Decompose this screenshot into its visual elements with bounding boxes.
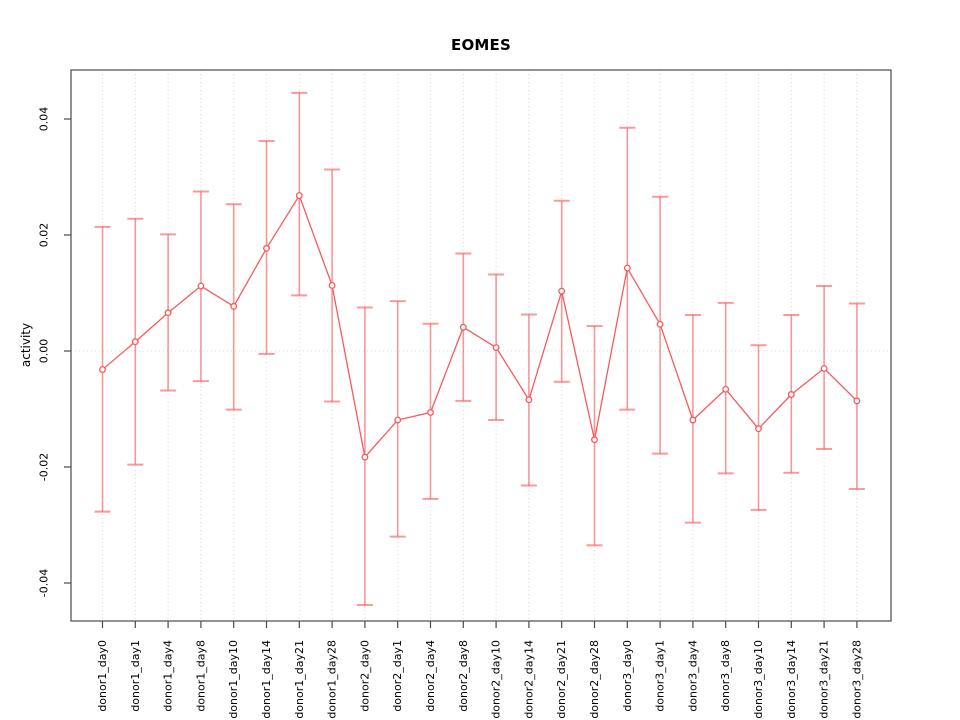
data-point [328,282,336,289]
data-point [689,416,697,424]
x-tick-label: donor1_day28 [326,640,339,719]
x-tick-label: donor1_day21 [293,640,306,719]
data-point [131,338,139,346]
data-point [755,425,762,433]
x-tick-label: donor2_day10 [490,640,503,719]
x-tick-label: donor2_day21 [555,640,568,719]
x-tick-label: donor1_day10 [227,640,240,719]
x-tick-label: donor3_day1 [654,640,667,712]
data-point [787,391,795,398]
x-tick-label: donor2_day0 [358,640,371,712]
x-tick-label: donor2_day8 [457,640,470,712]
data-point [361,453,369,461]
data-point [263,244,270,252]
x-tick-label: donor2_day28 [588,640,601,719]
x-tick-label: donor3_day4 [686,640,699,712]
chart-title: EOMES [451,36,511,54]
data-point [164,309,172,317]
x-tick-label: donor1_day4 [162,640,175,712]
x-tick-label: donor1_day8 [194,640,207,712]
data-point [722,385,730,393]
x-tick-label: donor3_day10 [752,640,765,719]
data-point [230,302,238,310]
data-point [591,436,598,444]
data-point [820,364,828,372]
x-tick-label: donor3_day21 [818,640,831,719]
y-tick-label: 0.00 [38,339,51,364]
x-tick-label: donor2_day4 [424,640,437,712]
data-point [853,397,861,405]
x-tick-label: donor3_day14 [785,640,798,719]
series-line [102,194,858,458]
y-tick-label: 0.04 [38,107,51,132]
y-tick-label: -0.04 [38,569,51,597]
data-point [427,409,434,416]
data-point [656,320,664,328]
x-tick-label: donor3_day0 [621,640,634,712]
x-tick-label: donor3_day28 [850,640,863,719]
data-point [492,344,500,351]
data-point [525,396,533,404]
x-tick-label: donor2_day14 [522,640,535,719]
y-tick-label: -0.02 [38,453,51,481]
data-point [459,323,467,331]
x-tick-label: donor1_day14 [260,640,273,719]
data-point [623,264,631,272]
data-point [394,416,402,424]
x-tick-label: donor1_day1 [129,640,142,712]
data-point [197,282,205,290]
data-point [558,287,566,295]
x-tick-label: donor2_day1 [391,640,404,712]
plot-box [70,69,892,622]
x-tick-label: donor3_day8 [719,640,732,712]
x-tick-label: donor1_day0 [96,640,109,712]
data-point [295,192,303,200]
y-tick-label: 0.02 [38,223,51,248]
data-point [99,366,106,374]
